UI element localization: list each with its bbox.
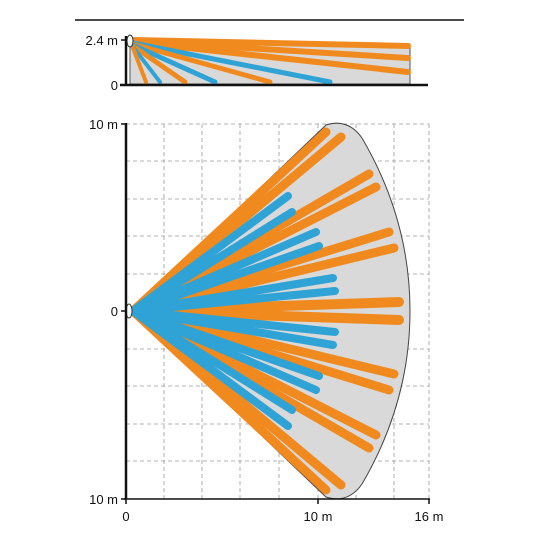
top-beam-short bbox=[129, 307, 320, 394]
side-beam-short bbox=[130, 40, 333, 85]
side-view-beams bbox=[130, 37, 411, 85]
top-beam-short bbox=[129, 287, 339, 315]
top-view-y-label-center: 0 bbox=[111, 304, 118, 319]
top-beam-short bbox=[129, 242, 323, 315]
side-beam-short bbox=[131, 45, 162, 84]
side-beam-long bbox=[130, 38, 411, 61]
top-view-y-label-bottom: 10 m bbox=[89, 492, 118, 507]
side-view-ground-label: 0 bbox=[111, 78, 118, 93]
side-beam-long bbox=[130, 39, 411, 75]
top-view-x-label-max: 16 m bbox=[415, 509, 444, 524]
side-view-height-label: 2.4 m bbox=[85, 33, 118, 48]
top-view-y-label-top: 10 m bbox=[89, 117, 118, 132]
top-beam-short bbox=[129, 208, 296, 315]
side-beam-long bbox=[131, 46, 148, 84]
top-view-beams bbox=[128, 127, 404, 495]
top-view-x-label-origin: 0 bbox=[122, 509, 129, 524]
side-view: 2.4 m 0 bbox=[75, 19, 464, 93]
side-beam-long bbox=[130, 43, 188, 85]
top-beam-short bbox=[129, 307, 337, 349]
side-view-sensor-icon bbox=[126, 34, 134, 48]
top-beam-short bbox=[129, 307, 292, 430]
side-beam-short bbox=[130, 42, 218, 85]
side-beam-long bbox=[130, 41, 273, 85]
top-beam-long bbox=[128, 306, 331, 495]
top-view-x-label-mid: 10 m bbox=[304, 509, 333, 524]
top-view: 10 m 0 10 m 0 10 m 16 m bbox=[89, 117, 443, 524]
